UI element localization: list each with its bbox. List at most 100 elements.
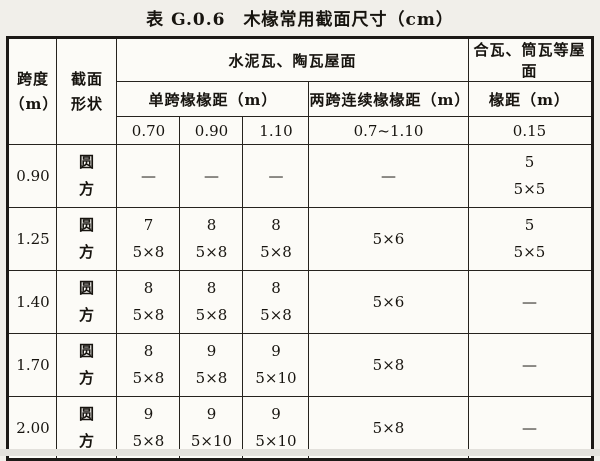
span-value: 1.25 [16,230,50,248]
shape-square-label: 方 [78,243,95,261]
cell-merged-value: 5×8 [372,356,405,374]
header-spacing-110: 1.10 [242,116,310,145]
header-span-line2: （m） [9,94,57,113]
cell-merged-value: — [522,356,537,374]
cell-square-value: 5×8 [195,369,228,387]
shape-cell: 圆 方 [56,270,118,334]
shape-cell: 圆 方 [56,144,118,208]
cell-round-value: 8 [143,279,154,297]
cell-merged-value: — [522,418,537,437]
cell-square-value: 5×8 [132,306,165,324]
cell-merged-value: — [268,167,284,185]
header-span-line1: 跨度 [16,69,49,88]
span-value: 1.70 [16,356,50,374]
scan-bottom-band [0,449,600,456]
span-value: 0.90 [16,167,50,185]
header-hewa-tile-group: 合瓦、筒瓦等屋面 [467,37,593,82]
cell-square-value: 5×5 [513,180,546,198]
header-single-span-spacing: 单跨椽椽距（m） [116,81,310,117]
cell-round-value: 5 [524,216,535,234]
table-cell: 5 5×5 [467,144,593,208]
table-cell: 9 5×10 [242,333,310,397]
header-spacing-070: 0.70 [116,116,181,145]
header-row-2: 单跨椽椽距（m） 两跨连续椽椽距（m） 椽距（m） [8,81,593,117]
cell-merged-value: 5×8 [372,418,405,437]
cell-merged-value: — [140,167,156,185]
cell-square-value: 5×8 [260,306,292,324]
table-cell: 7 5×8 [116,207,181,271]
header-tile-spacing: 椽距（m） [467,81,593,117]
rafter-section-table: 跨度 （m） 截面 形状 水泥瓦、陶瓦屋面 合瓦、筒瓦等屋面 单跨椽椽距（m） … [6,36,594,461]
cell-square-value: 5×8 [195,306,228,324]
table-row: 1.25 圆 方 7 5×8 8 5×8 8 5×8 5×6 5 5×5 [7,207,593,271]
span-value: 1.40 [16,293,50,311]
span-value: 2.00 [16,418,50,437]
shape-cell: 圆 方 [56,333,118,397]
table-cell: — [116,144,181,208]
table-cell: 8 5×8 [179,270,244,334]
cell-square-value: 5×8 [260,243,292,261]
span-value-cell: 1.70 [7,333,58,397]
cell-round-value: 9 [206,404,217,423]
cell-merged-value: — [522,293,537,311]
cell-square-value: 5×5 [513,243,546,261]
header-two-span-spacing: 两跨连续椽椽距（m） [308,81,469,117]
table-cell: 8 5×8 [116,333,181,397]
cell-round-value: 9 [271,342,281,360]
header-span-column: 跨度 （m） [7,37,58,145]
cell-square-value: 5×10 [255,369,297,387]
cell-square-value: 5×10 [255,431,297,450]
shape-square-label: 方 [78,431,95,450]
cell-square-value: 5×8 [132,431,165,450]
cell-merged-value: — [203,167,219,185]
table-cell: 5×8 [308,333,469,397]
cell-round-value: 5 [524,153,535,171]
cell-round-value: 8 [206,279,217,297]
cell-square-value: 5×10 [190,431,233,450]
shape-round-label: 圆 [78,153,95,171]
table-cell: — [467,333,593,397]
header-section-line2: 形状 [70,94,103,113]
header-spacing-range: 0.7~1.10 [308,116,469,145]
table-row: 1.40 圆 方 8 5×8 8 5×8 8 5×8 5×6 — [7,270,593,334]
cell-round-value: 7 [143,216,154,234]
table-cell: 5 5×5 [467,207,593,271]
header-cement-tile-group: 水泥瓦、陶瓦屋面 [116,37,469,82]
table-row: 0.90 圆 方 — — — — 5 5×5 [7,144,593,208]
cell-round-value: 9 [206,342,217,360]
shape-square-label: 方 [78,180,95,198]
span-value-cell: 1.40 [7,270,58,334]
shape-round-label: 圆 [78,342,95,360]
cell-round-value: 9 [271,404,281,423]
shape-round-label: 圆 [78,216,95,234]
header-section-shape-column: 截面 形状 [56,37,118,145]
table-cell: 9 5×8 [179,333,244,397]
header-row-1: 跨度 （m） 截面 形状 水泥瓦、陶瓦屋面 合瓦、筒瓦等屋面 [7,37,593,145]
header-section-line1: 截面 [70,69,103,88]
table-cell: — [242,144,310,208]
table-cell: 5×6 [308,270,469,334]
cell-square-value: 5×8 [132,369,165,387]
cell-merged-value: 5×6 [372,293,405,311]
cell-round-value: 9 [143,404,154,423]
table-cell: 8 5×8 [116,270,181,334]
table-cell: 5×6 [308,207,469,271]
table-title: 表 G.0.6 木椽常用截面尺寸（cm） [146,10,454,30]
cell-square-value: 5×8 [195,243,228,261]
table-cell: — [467,270,593,334]
header-row-3: 0.70 0.90 1.10 0.7~1.10 0.15 [8,116,593,145]
cell-round-value: 8 [143,342,154,360]
cell-round-value: 8 [206,216,217,234]
table-cell: — [179,144,244,208]
span-value-cell: 0.90 [7,144,58,208]
header-spacing-015: 0.15 [467,116,593,145]
cell-merged-value: — [380,167,396,185]
table-cell: 8 5×8 [242,270,310,334]
shape-round-label: 圆 [78,404,95,423]
span-value-cell: 1.25 [7,207,58,271]
cell-round-value: 8 [271,279,281,297]
header-spacing-090: 0.90 [179,116,244,145]
table-row: 1.70 圆 方 8 5×8 9 5×8 9 5×10 5×8 — [7,333,593,397]
shape-square-label: 方 [78,306,95,324]
cell-round-value: 8 [271,216,281,234]
